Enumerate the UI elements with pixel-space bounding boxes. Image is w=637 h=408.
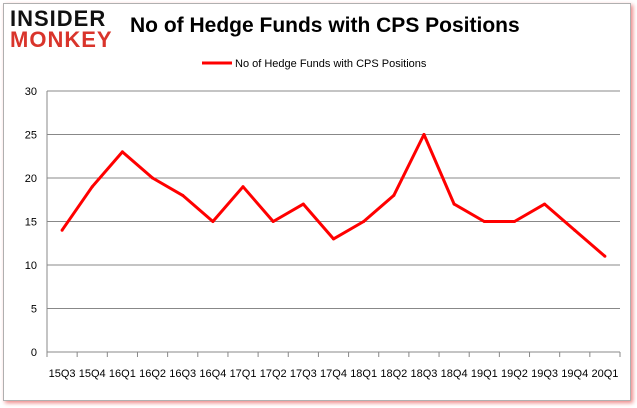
y-tick-label: 25 xyxy=(25,130,37,142)
data-point xyxy=(60,228,64,232)
data-point xyxy=(301,202,305,206)
x-tick-label: 15Q3 xyxy=(49,368,76,380)
data-point xyxy=(543,202,547,206)
insider-monkey-logo: INSIDER MONKEY xyxy=(10,6,113,52)
x-tick-label: 17Q3 xyxy=(290,368,317,380)
x-tick-label: 17Q1 xyxy=(230,368,257,380)
x-tick-label: 20Q1 xyxy=(591,368,618,380)
chart-frame xyxy=(3,3,631,401)
data-point xyxy=(422,133,426,136)
data-point xyxy=(211,220,215,223)
data-point xyxy=(90,185,94,189)
y-tick-label: 20 xyxy=(25,173,37,185)
x-tick-label: 17Q4 xyxy=(320,368,347,380)
x-tick-label: 17Q2 xyxy=(260,368,287,380)
data-point xyxy=(573,228,577,232)
x-tick-label: 18Q3 xyxy=(411,368,438,380)
data-point xyxy=(392,193,396,197)
data-point xyxy=(241,185,245,189)
x-tick-label: 18Q4 xyxy=(441,368,468,380)
x-tick-label: 19Q4 xyxy=(561,368,588,380)
y-tick-label: 5 xyxy=(31,304,37,316)
x-tick-label: 19Q3 xyxy=(531,368,558,380)
y-tick-label: 15 xyxy=(25,217,37,229)
data-point xyxy=(271,220,275,223)
data-point xyxy=(603,254,607,258)
y-tick-label: 0 xyxy=(31,347,37,359)
x-tick-label: 16Q2 xyxy=(139,368,166,380)
data-point xyxy=(151,176,155,180)
x-tick-label: 19Q1 xyxy=(471,368,498,380)
x-tick-label: 15Q4 xyxy=(79,368,106,380)
y-tick-label: 10 xyxy=(25,260,37,272)
x-tick-label: 16Q1 xyxy=(109,368,136,380)
data-point xyxy=(482,220,486,223)
x-tick-label: 18Q2 xyxy=(380,368,407,380)
x-tick-label: 16Q4 xyxy=(199,368,226,380)
x-tick-label: 19Q2 xyxy=(501,368,528,380)
data-point xyxy=(181,193,185,197)
chart-title: No of Hedge Funds with CPS Positions xyxy=(130,14,520,37)
data-point xyxy=(332,237,335,241)
data-point xyxy=(452,202,456,206)
x-tick-label: 16Q3 xyxy=(169,368,196,380)
legend-label: No of Hedge Funds with CPS Positions xyxy=(235,58,427,70)
data-point xyxy=(362,220,366,223)
logo-line2: MONKEY xyxy=(10,27,113,52)
x-tick-label: 18Q1 xyxy=(350,368,377,380)
data-point xyxy=(512,220,516,223)
y-tick-label: 30 xyxy=(25,86,37,98)
logo-line1: INSIDER xyxy=(10,6,107,31)
data-point xyxy=(120,150,124,154)
